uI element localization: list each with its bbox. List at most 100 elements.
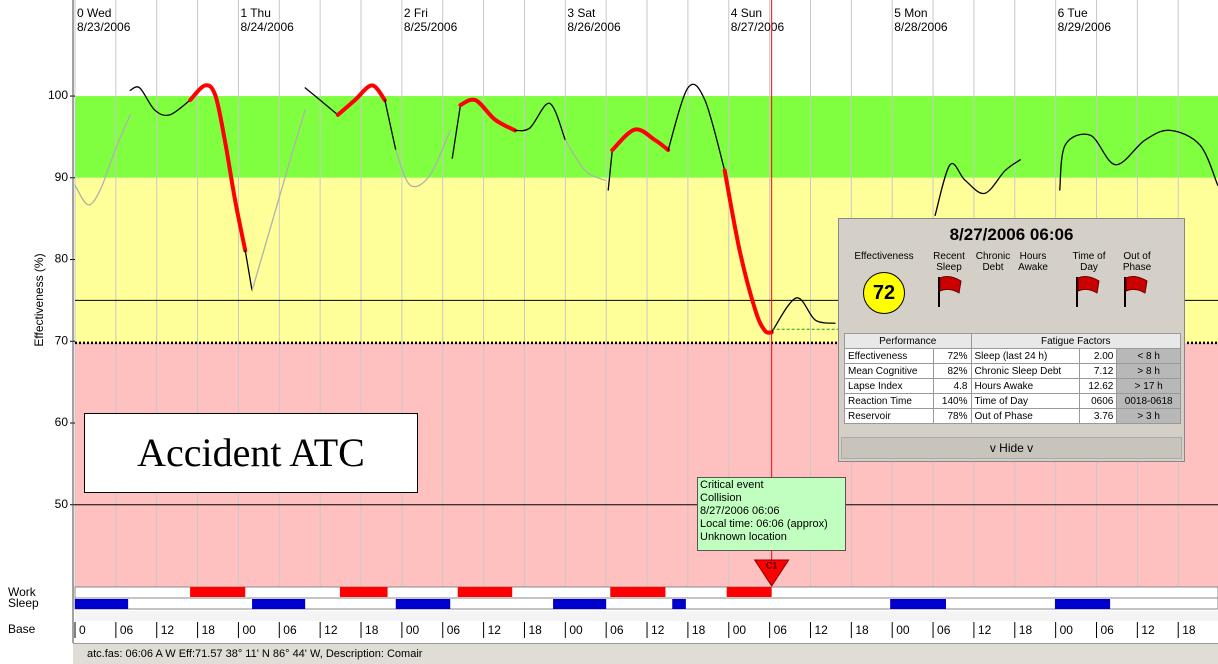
x-tick-label: 06 — [283, 623, 297, 637]
effectiveness-line — [188, 83, 248, 253]
x-tick-label: 06 — [937, 623, 951, 637]
y-tick-label: 100 — [48, 88, 68, 102]
flag — [938, 276, 962, 307]
sleep-bar — [1054, 599, 1111, 609]
x-tick-label: 0 — [79, 623, 86, 637]
effectiveness-line — [74, 114, 131, 206]
table-cell: 0606 — [1079, 393, 1118, 409]
header: Effectiveness — [854, 251, 914, 262]
table-cell: Effectiveness — [844, 348, 934, 364]
header: Chronic Debt — [975, 251, 1011, 273]
x-tick-label: 00 — [242, 623, 256, 637]
effectiveness-line — [514, 102, 566, 141]
popup: 8/27/2006 06:06 Effectiveness Recent Sle… — [838, 218, 1185, 462]
work-bar — [610, 587, 666, 597]
effectiveness-line — [384, 99, 397, 151]
x-tick-label: 18 — [528, 623, 542, 637]
effectiveness-line — [667, 83, 726, 172]
status-bar: atc.fas: 06:06 A W Eff:71.57 38° 11' N 8… — [73, 643, 1218, 664]
table-cell: Mean Cognitive — [844, 363, 934, 379]
table-cell: < 8 h — [1116, 348, 1181, 364]
table-cell: 7.12 — [1079, 363, 1118, 379]
row-label: Work — [8, 585, 37, 599]
x-tick-label: 12 — [978, 623, 992, 637]
effectiveness-line — [304, 87, 339, 116]
effectiveness-line — [1059, 129, 1218, 191]
factors-table: Performance Fatigue Factors Effectivenes… — [844, 333, 1181, 424]
row-label: Sleep — [8, 596, 39, 610]
x-tick-label: 18 — [855, 623, 869, 637]
table-cell: 3.76 — [1079, 408, 1118, 424]
table-row: Effectiveness 72% Sleep (last 24 h) 2.00 < 8… — [844, 348, 1181, 364]
effectiveness-line — [335, 83, 387, 117]
day-label: 3 Sat — [567, 6, 596, 20]
table-cell: > 8 h — [1116, 363, 1181, 379]
score: 72 — [863, 272, 905, 314]
table-cell: 78% — [932, 408, 972, 424]
day-label: 0 Wed — [77, 6, 111, 20]
row-label: Base — [8, 622, 36, 636]
x-tick-label: 06 — [774, 623, 788, 637]
x-tick-label: 18 — [1182, 623, 1196, 637]
x-tick-label: 18 — [692, 623, 706, 637]
work-bar — [190, 587, 246, 597]
day-label: 1 Thu — [240, 6, 270, 20]
table-row: Reaction Time 140% Time of Day 0606 0018-061… — [844, 393, 1181, 409]
table-cell: 0018-0618 — [1116, 393, 1181, 409]
x-tick-label: 12 — [651, 623, 665, 637]
sleep-bar — [890, 599, 946, 609]
sleep-bar — [75, 599, 129, 609]
day-label: 2 Fri — [404, 6, 428, 20]
effectiveness-line — [244, 249, 253, 292]
sleep-bar — [553, 599, 607, 609]
table-cell: Out of Phase — [970, 408, 1081, 424]
day-date: 8/23/2006 — [77, 20, 131, 34]
table-cell: Reaction Time — [844, 393, 934, 409]
sleep-bar — [672, 599, 686, 609]
x-tick-label: 18 — [1019, 623, 1033, 637]
effectiveness-line — [610, 127, 671, 152]
tooltip-line: Unknown location — [700, 531, 787, 543]
table-cell: > 3 h — [1116, 408, 1181, 424]
hide-button[interactable]: v Hide v — [841, 437, 1182, 459]
table-row: Lapse Index 4.8 Hours Awake 12.62 > 17 h — [844, 378, 1181, 394]
table-header: Fatigue Factors — [970, 333, 1181, 349]
y-tick-label: 50 — [55, 497, 69, 511]
table-cell: 2.00 — [1079, 348, 1118, 364]
x-tick-label: 12 — [814, 623, 828, 637]
header: Out of Phase — [1122, 251, 1152, 273]
band — [75, 96, 1218, 178]
x-tick-label: 00 — [1060, 623, 1074, 637]
day-date: 8/29/2006 — [1058, 20, 1112, 34]
table-cell: Hours Awake — [970, 378, 1081, 394]
header: Time of Day — [1072, 251, 1106, 273]
effectiveness-line — [607, 149, 613, 191]
header: Hours Awake — [1018, 251, 1048, 273]
x-tick-label: 00 — [569, 623, 583, 637]
annotation: Accident ATC — [84, 413, 418, 493]
effectiveness-line — [129, 86, 191, 117]
header: Recent Sleep — [933, 251, 965, 273]
x-tick-label: 06 — [120, 623, 134, 637]
tooltip-line: 8/27/2006 06:06 — [700, 505, 780, 517]
work-bar — [726, 587, 772, 597]
tooltip-line: Collision — [700, 492, 742, 504]
x-tick-label: 00 — [896, 623, 910, 637]
effectiveness-line — [771, 297, 836, 333]
y-axis-label: Effectiveness (%) — [32, 253, 46, 346]
effectiveness-line — [458, 97, 517, 133]
x-tick-label: 06 — [1101, 623, 1115, 637]
y-tick-label: 70 — [55, 333, 69, 347]
day-date: 8/26/2006 — [567, 20, 621, 34]
table-cell: 140% — [932, 393, 972, 409]
day-label: 4 Sun — [731, 6, 762, 20]
day-date: 8/25/2006 — [404, 20, 458, 34]
day-date: 8/27/2006 — [731, 20, 785, 34]
base-strip — [75, 611, 1218, 621]
x-tick-label: 06 — [447, 623, 461, 637]
event-label: C1 — [766, 560, 778, 570]
day-label: 5 Mon — [894, 6, 927, 20]
table-cell: Lapse Index — [844, 378, 934, 394]
tooltip-line: Local time: 06:06 (approx) — [700, 518, 828, 530]
work-bar — [339, 587, 388, 597]
